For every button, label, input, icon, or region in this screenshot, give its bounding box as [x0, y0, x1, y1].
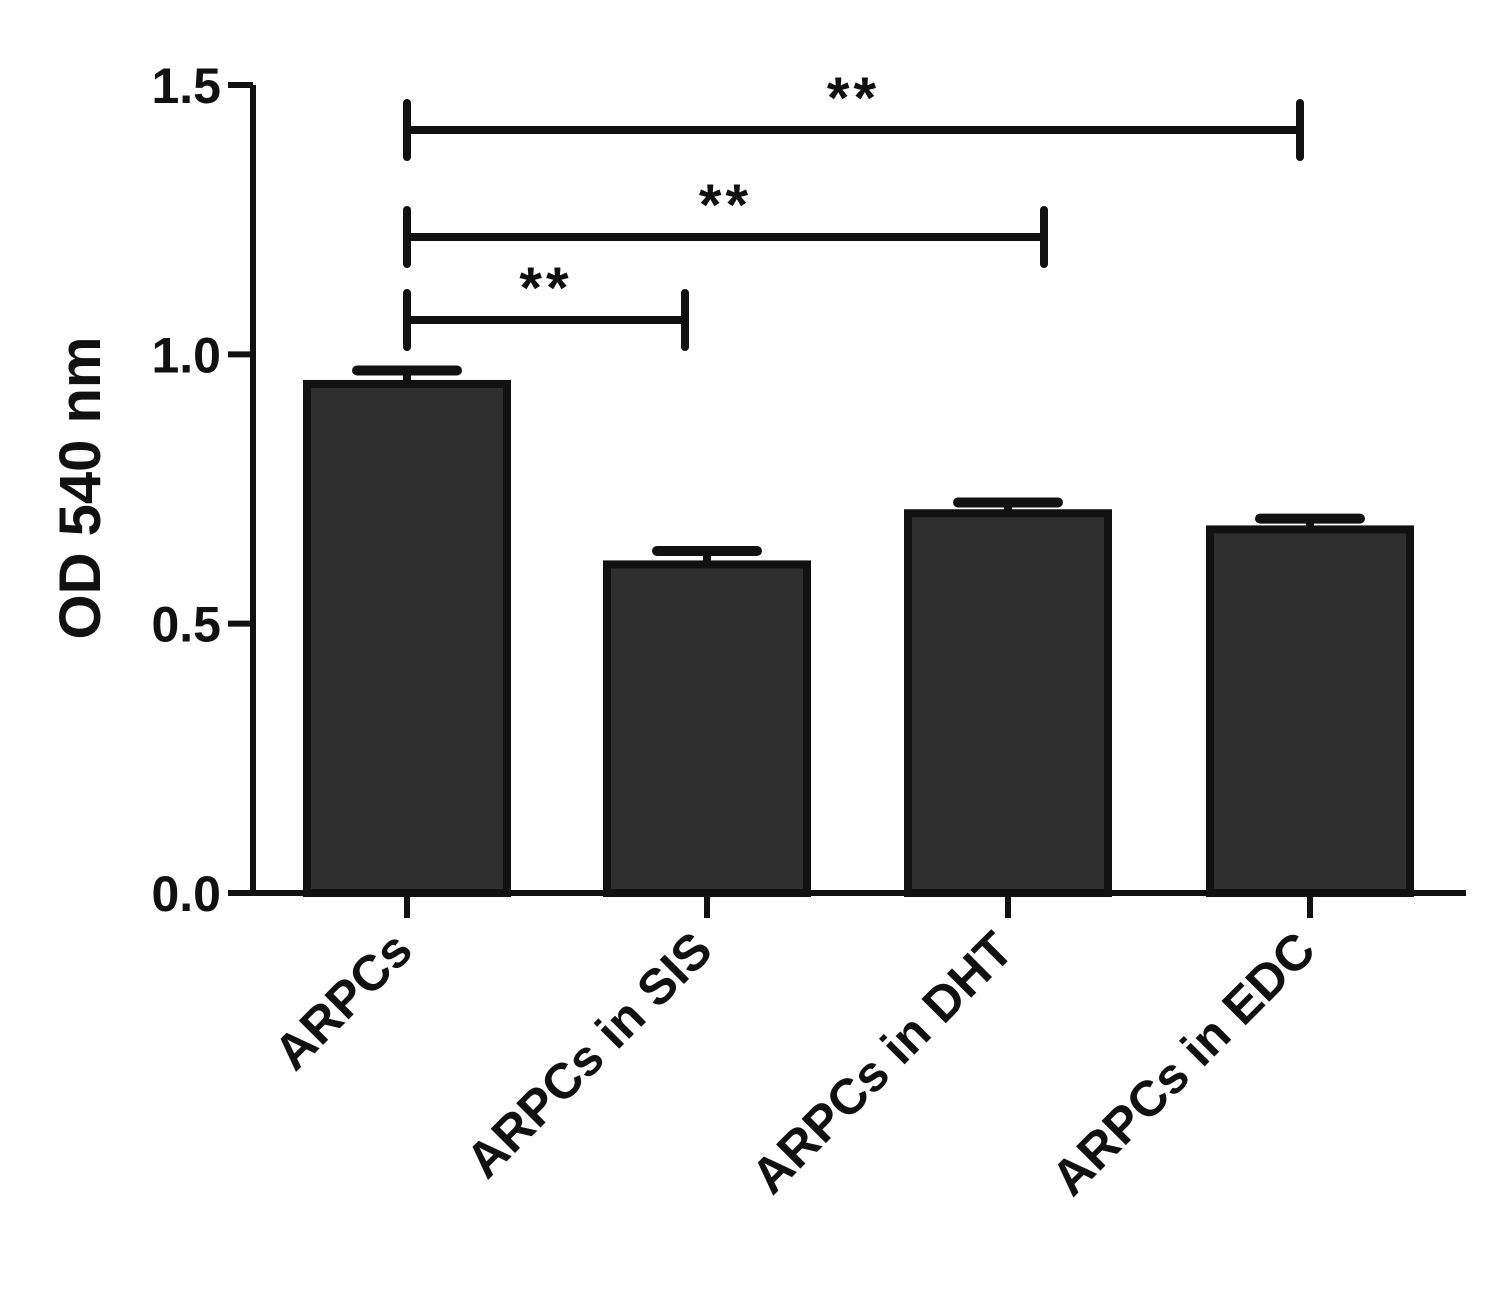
bars-layer [303, 379, 1414, 898]
x-tick-label: ARPCs in DHT [741, 921, 1024, 1204]
y-tick-label: 1.0 [151, 327, 221, 383]
bar [303, 379, 511, 897]
y-tick-label: 0.0 [151, 866, 221, 922]
x-tick-label: ARPCs [263, 921, 422, 1080]
x-tick-label: ARPCs in SIS [455, 921, 722, 1188]
bar [904, 509, 1112, 897]
y-tick-label: 0.5 [151, 597, 221, 653]
bar [603, 560, 811, 897]
y-tick-label: 1.5 [151, 58, 221, 114]
x-tick-label: ARPCs in EDC [1041, 921, 1326, 1206]
error-bars-layer [352, 365, 1365, 565]
bar [1206, 525, 1414, 898]
y-axis-title: OD 540 nm [48, 337, 113, 640]
significance-layer: ** ** ** [403, 66, 1304, 351]
significance-label: ** [519, 256, 572, 321]
significance-label: ** [699, 173, 752, 238]
significance-label: ** [827, 66, 880, 131]
